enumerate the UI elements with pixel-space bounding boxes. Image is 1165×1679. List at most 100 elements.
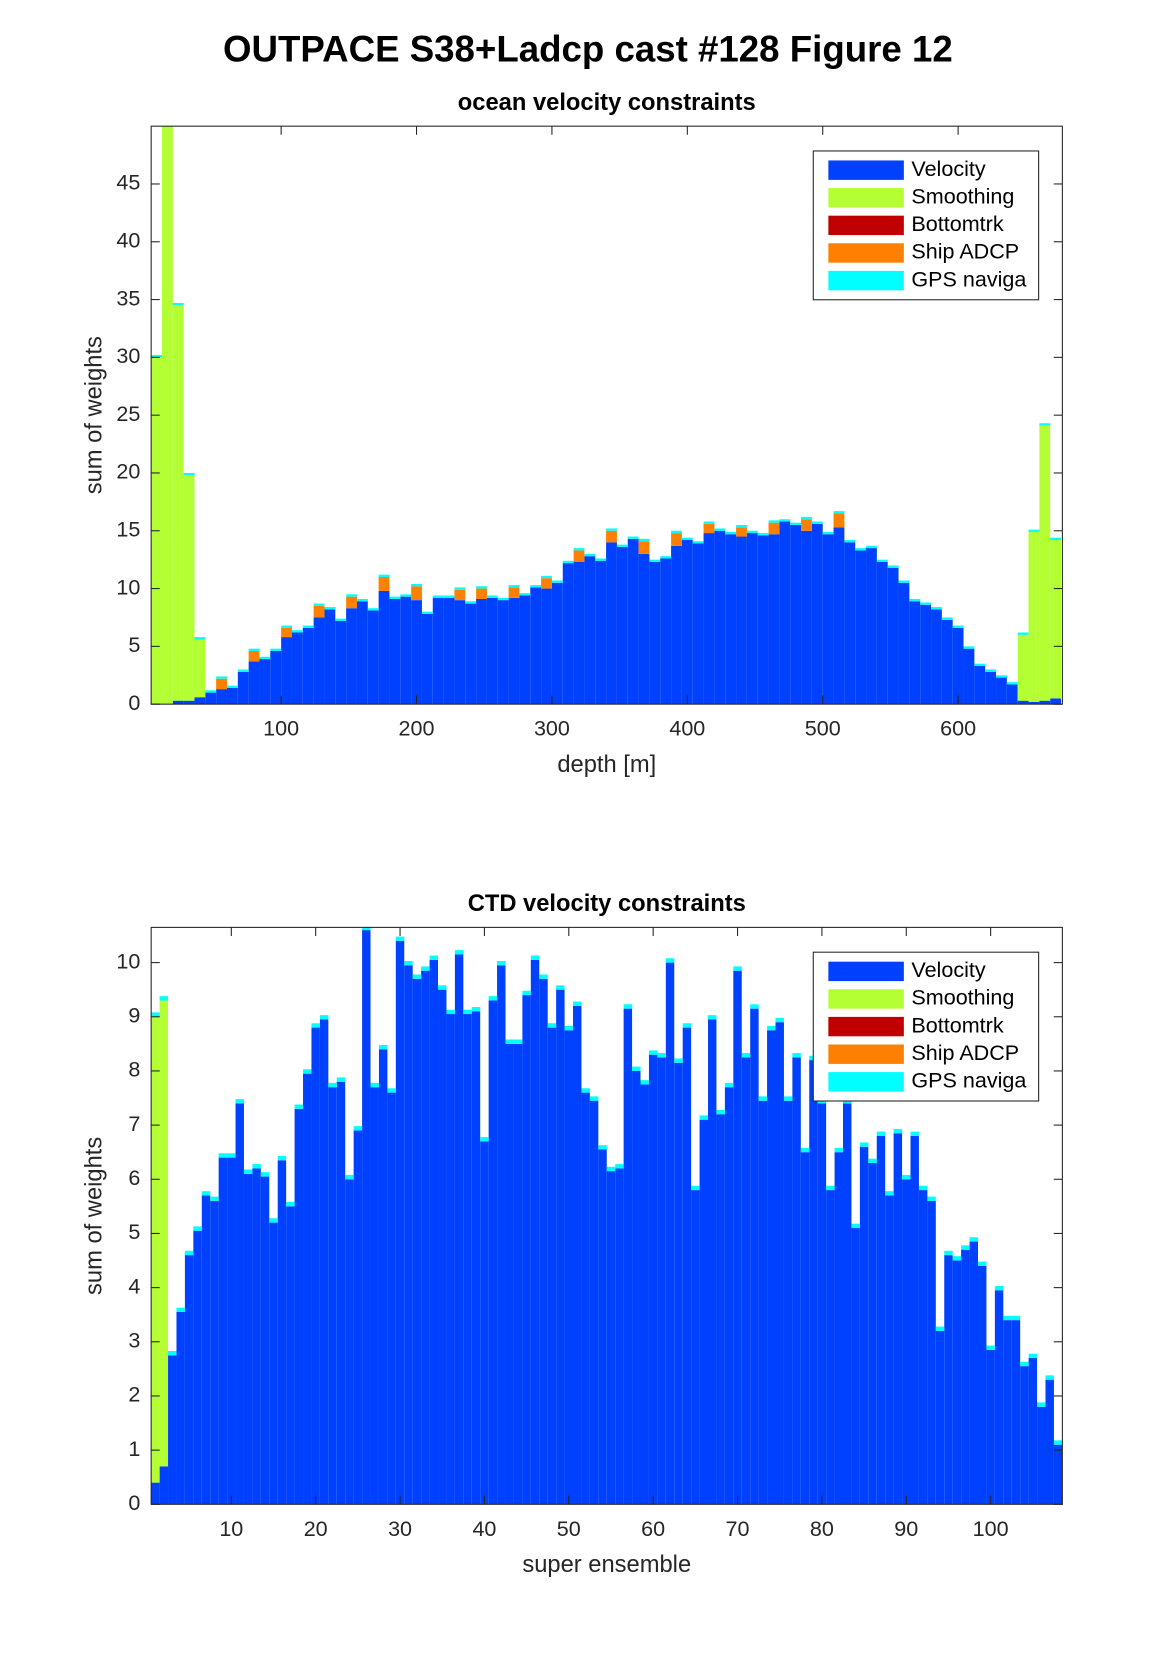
bar-segment	[319, 1015, 329, 1020]
y-tick-label: 0	[128, 690, 140, 715]
bar-segment	[1028, 1353, 1038, 1359]
bar-segment	[183, 475, 195, 701]
bar-segment	[400, 594, 412, 597]
bar-segment	[281, 627, 292, 638]
bar-segment	[362, 930, 371, 1505]
bar-segment	[724, 1082, 734, 1088]
bar-segment	[615, 1164, 624, 1169]
axes-frame	[150, 926, 1063, 1505]
bar-segment	[539, 974, 548, 979]
legend-swatch	[828, 1016, 904, 1037]
bar-segment	[844, 542, 856, 705]
bar-segment	[218, 1157, 228, 1505]
bar-segment	[768, 522, 780, 535]
bar-segment	[681, 540, 693, 705]
bar-segment	[616, 546, 628, 705]
bar-segment	[513, 1039, 523, 1044]
bar-segment	[1017, 634, 1029, 701]
bar-segment	[893, 1133, 903, 1505]
bar-segment	[952, 1256, 962, 1261]
bar-segment	[159, 1000, 169, 1467]
bar-segment	[616, 544, 628, 547]
bar-segment	[454, 587, 466, 590]
bar-segment	[508, 587, 520, 598]
y-tick-label: 35	[116, 285, 140, 310]
bar-segment	[996, 675, 1007, 678]
bar-segment	[151, 1012, 160, 1017]
bar-segment	[454, 954, 464, 1505]
bar-segment	[547, 1023, 557, 1028]
bar-segment	[226, 685, 238, 688]
bar-segment	[733, 970, 742, 1505]
bar-segment	[1003, 1315, 1012, 1321]
bar-segment	[1028, 701, 1040, 705]
bar-segment	[790, 522, 802, 525]
bar-segment	[931, 607, 942, 610]
bar-segment	[168, 1355, 177, 1505]
bar-segment	[319, 1019, 329, 1505]
x-tick-label: 300	[534, 716, 570, 741]
bar-segment	[801, 516, 812, 520]
bar-segment	[324, 607, 336, 610]
bar-segment	[335, 618, 347, 621]
bar-segment	[429, 955, 439, 960]
bar-segment	[356, 601, 368, 705]
bar-segment	[210, 1196, 219, 1201]
legend-swatch	[828, 989, 904, 1009]
bar-segment	[562, 560, 574, 564]
y-tick-label: 40	[116, 227, 140, 252]
bar-segment	[876, 559, 888, 562]
bars	[151, 927, 1063, 1505]
legend-swatch	[828, 160, 904, 180]
bar-segment	[443, 595, 455, 598]
bar-segment	[1017, 632, 1029, 635]
x-tick-label: 100	[263, 716, 299, 741]
bar-segment	[887, 565, 899, 568]
bar-segment	[172, 303, 184, 306]
bar-segment	[281, 637, 292, 705]
bar-segment	[902, 1179, 911, 1505]
bar-segment	[302, 625, 314, 628]
x-tick-label: 40	[472, 1516, 496, 1541]
bar-segment	[547, 1027, 557, 1505]
bar-segment	[833, 513, 845, 528]
bar-segment	[446, 1014, 455, 1505]
bar-segment	[541, 588, 552, 705]
bar-segment	[935, 1326, 945, 1331]
bar-segment	[974, 666, 986, 705]
bar-segment	[252, 1168, 261, 1505]
bar-segment	[783, 1096, 793, 1101]
axes-title: CTD velocity constraints	[468, 891, 746, 917]
bar-segment	[556, 989, 565, 1505]
bar-segment	[920, 602, 932, 605]
bar-segment	[952, 1260, 962, 1505]
bar-segment	[708, 1015, 717, 1020]
bar-segment	[421, 613, 433, 705]
legend-swatch	[828, 1044, 904, 1064]
bar-segment	[313, 603, 325, 606]
bar-segment	[497, 600, 509, 705]
bar-segment	[168, 1351, 177, 1356]
bar-segment	[378, 574, 390, 578]
bar-segment	[775, 1017, 784, 1023]
x-axis-label: super ensemble	[522, 1552, 691, 1578]
bar-segment	[412, 974, 422, 979]
bar-segment	[648, 1050, 658, 1055]
bar-segment	[303, 1073, 312, 1505]
bar-segment	[909, 598, 921, 602]
bar-segment	[313, 605, 325, 618]
bar-segment	[1037, 1406, 1046, 1505]
y-tick-label: 15	[116, 516, 140, 541]
bar-segment	[235, 1099, 244, 1104]
bar-segment	[573, 1001, 582, 1006]
bar-segment	[843, 1103, 852, 1505]
bar-segment	[303, 1069, 312, 1074]
bar-segment	[833, 527, 845, 705]
bar-segment	[868, 1163, 877, 1505]
bar-segment	[994, 1285, 1004, 1291]
bar-segment	[454, 600, 466, 705]
bar-segment	[757, 533, 769, 536]
bar-segment	[270, 648, 282, 651]
bar-segment	[522, 990, 531, 996]
bar-segment	[826, 1190, 835, 1505]
